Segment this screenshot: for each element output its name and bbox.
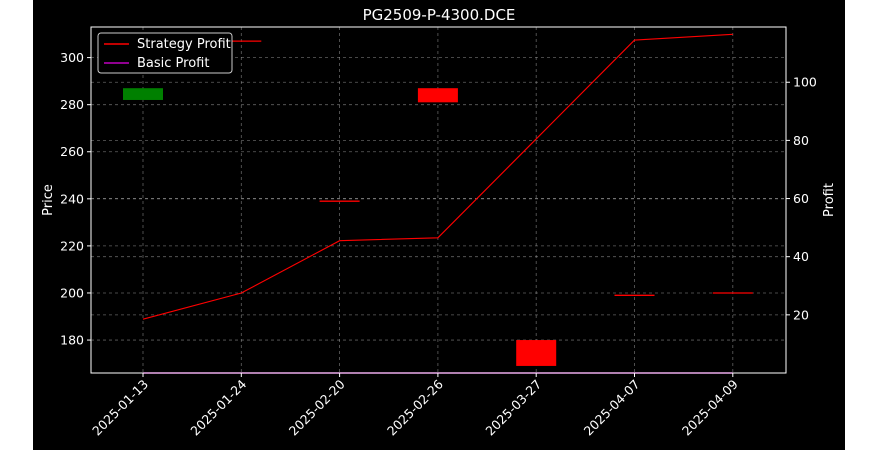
y-tick-label-left-5: 280 [60, 97, 84, 112]
y-axis-label-left: Price [41, 184, 56, 216]
y-tick-label-left-1: 200 [60, 285, 84, 300]
plot-area-frame [90, 26, 787, 374]
y-tick-label-right-3: 80 [793, 133, 809, 148]
x-tick-label-3: 2025-02-26 [384, 376, 446, 438]
x-tick-label-6: 2025-04-09 [679, 376, 741, 438]
x-tick-label-0: 2025-01-13 [89, 377, 151, 439]
y-tick-label-left-2: 220 [60, 238, 84, 253]
x-tick-label-2: 2025-02-20 [286, 376, 348, 438]
y-tick-label-right-2: 60 [793, 191, 809, 206]
y-tick-label-left-4: 260 [60, 144, 84, 159]
candle-3 [417, 88, 458, 103]
x-tick-label-4: 2025-03-27 [482, 377, 544, 439]
series-line-strategy-profit [142, 33, 733, 320]
y-tick-label-left-6: 300 [60, 50, 84, 65]
y-tick-label-left-0: 180 [60, 333, 84, 348]
y-tick-label-right-1: 40 [793, 249, 809, 264]
x-tick-label-1: 2025-01-24 [187, 376, 249, 438]
candle-0 [123, 88, 163, 100]
legend-label-strategy-profit: Strategy Profit [137, 37, 231, 52]
candle-4 [516, 340, 557, 366]
y-tick-label-right-4: 100 [793, 75, 817, 90]
legend: Strategy Profit Basic Profit [97, 32, 233, 74]
y-axis-label-right: Profit [822, 183, 837, 217]
legend-label-basic-profit: Basic Profit [137, 56, 209, 71]
legend-box [97, 32, 233, 74]
x-tick-label-5: 2025-04-07 [581, 377, 643, 439]
chart-figure: PG2509-P-4300.DCE 2025-01-13 2025-01-24 20… [33, 0, 845, 450]
y-tick-label-left-3: 240 [60, 191, 84, 206]
chart-title: PG2509-P-4300.DCE [363, 6, 516, 24]
y-tick-label-right-0: 20 [793, 307, 809, 322]
chart-svg: PG2509-P-4300.DCE 2025-01-13 2025-01-24 20… [41, 6, 837, 439]
